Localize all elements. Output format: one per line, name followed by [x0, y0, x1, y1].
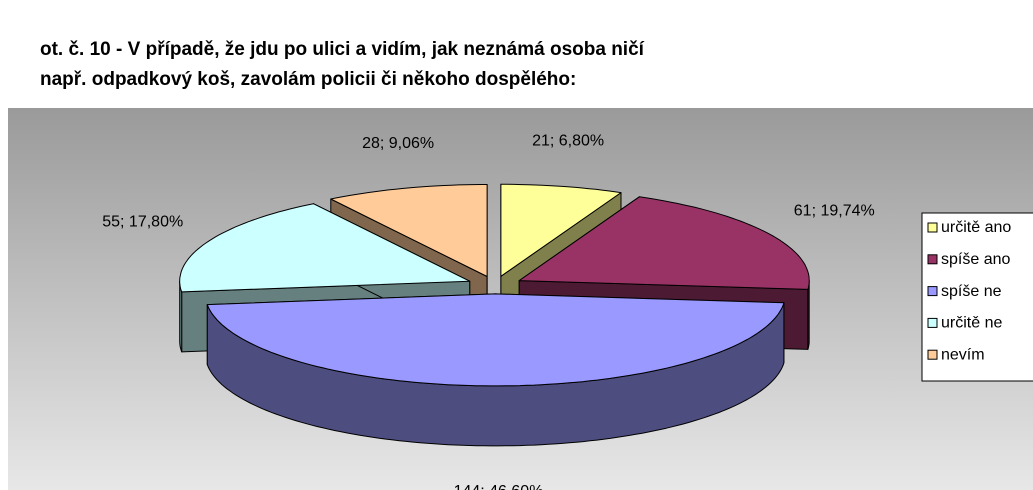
legend-swatch [927, 317, 938, 328]
legend-label: spíše ano [941, 251, 1010, 268]
legend-label: nevím [941, 346, 985, 363]
legend-label: určitě ano [941, 219, 1011, 236]
legend-label: spíše ne [941, 283, 1002, 300]
legend-box [921, 212, 1033, 382]
slice-top [500, 183, 622, 277]
data-label: 55; 17,80% [102, 213, 183, 230]
slice-top [206, 293, 785, 387]
data-label: 21; 6,80% [532, 133, 604, 150]
chart-title: např. odpadkový koš, zavolám policii či … [40, 69, 576, 90]
slice-top [179, 203, 471, 293]
legend-swatch [927, 222, 938, 233]
legend-swatch [927, 349, 938, 360]
slice-top [330, 184, 488, 277]
data-label: 28; 9,06% [362, 135, 434, 152]
slice-wall [807, 280, 810, 350]
data-label: 61; 19,74% [794, 203, 875, 220]
chart-title: ot. č. 10 - V případě, že jdu po ulici a… [40, 39, 645, 60]
slice-top [518, 196, 810, 290]
legend-swatch [927, 286, 938, 297]
data-label: 144; 46,60% [454, 483, 544, 490]
legend-swatch [927, 254, 938, 265]
legend-label: určitě ne [941, 315, 1002, 332]
